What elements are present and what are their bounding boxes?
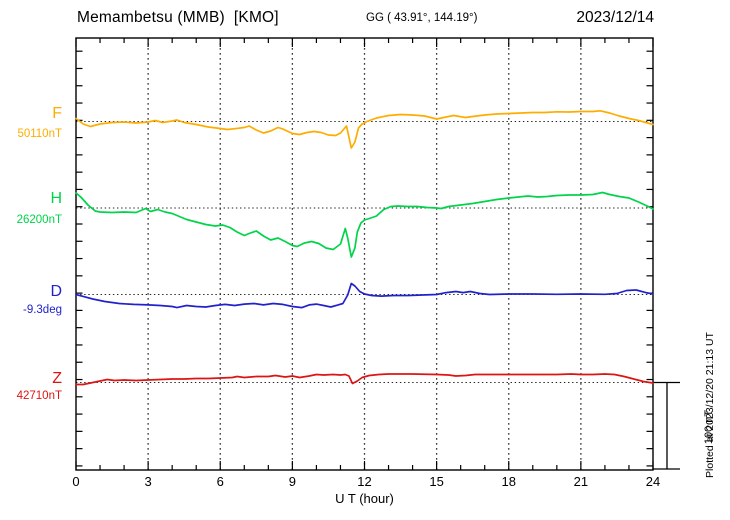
x-tick-label: 3 [144, 474, 152, 489]
plotted-at-note: Plotted at 2023/12/20 21:13 UT [704, 332, 716, 478]
trace-H [75, 191, 654, 258]
trace-basevalue-Z: 42710nT [16, 390, 62, 402]
x-gridlines [147, 38, 582, 470]
x-tick-label: 12 [357, 474, 372, 489]
page-title: Memambetsu (MMB) [KMO] [77, 9, 279, 26]
trace-label-D: D [50, 283, 62, 300]
x-axis-title: U T (hour) [335, 491, 394, 506]
plot-border [75, 37, 654, 471]
x-tick-label: 24 [645, 474, 661, 489]
trace-basevalue-D: -9.3deg [22, 304, 62, 316]
trace-Z [75, 373, 654, 386]
trace-label-Z: Z [52, 370, 62, 387]
scale-bar-label: 100 nT 0.5 deg [677, 404, 715, 450]
trace-basevalue-H: 26200nT [16, 214, 62, 226]
trace-F [75, 109, 654, 149]
x-tick-label: 6 [216, 474, 224, 489]
scale-bar [653, 381, 680, 470]
station-coordinates: GG ( 43.91°, 144.19°) [366, 12, 478, 24]
x-tick-label: 0 [72, 474, 80, 489]
x-tick-label: 21 [573, 474, 589, 489]
trace-label-F: F [52, 105, 62, 122]
trace-label-H: H [50, 190, 62, 207]
x-tick-label: 9 [288, 474, 296, 489]
x-tick-label: 15 [429, 474, 444, 489]
x-tick-label: 18 [501, 474, 516, 489]
plot-date: 2023/12/14 [576, 9, 654, 26]
trace-basevalue-F: 50110nT [17, 128, 62, 140]
x-axis-labels: 0 3 6 9 12 15 18 21 24 [0, 474, 730, 490]
trace-D [75, 282, 654, 309]
